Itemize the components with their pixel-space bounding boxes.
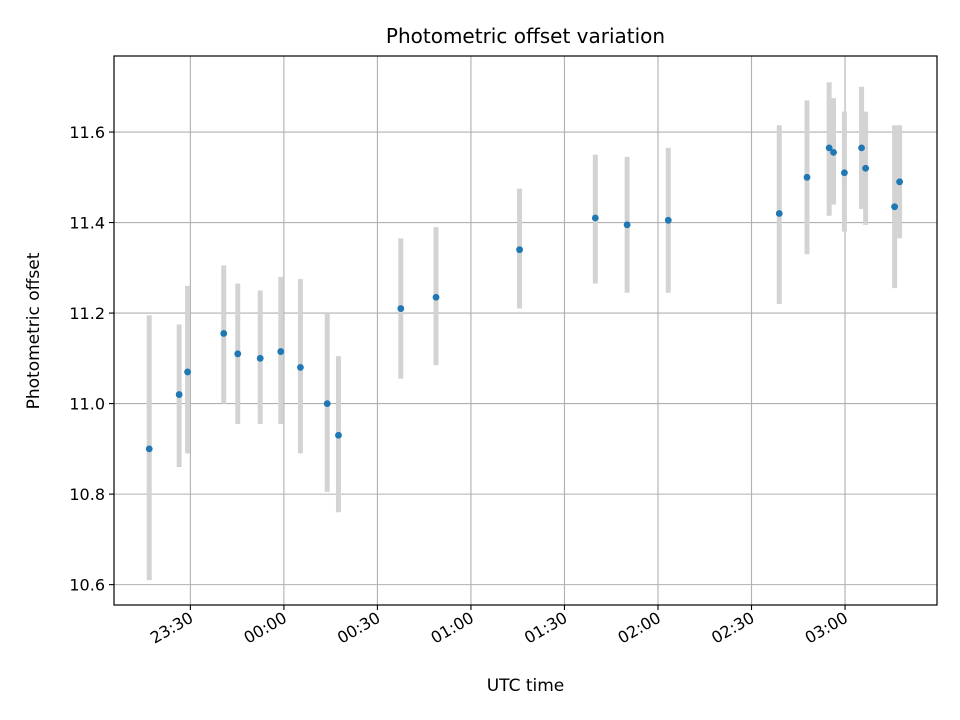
data-point (664, 216, 672, 224)
data-point (256, 354, 264, 362)
data-point (220, 330, 228, 337)
data-point (591, 214, 599, 222)
y-tick-label: 11.4 (69, 214, 105, 233)
data-point (323, 400, 331, 407)
data-point (277, 348, 285, 355)
grid (114, 56, 937, 605)
data-point (297, 363, 304, 371)
y-tick-label: 11.2 (69, 304, 105, 323)
data-point (775, 210, 783, 217)
y-axis-label: Photometric offset (24, 252, 44, 409)
data-point (825, 144, 833, 152)
data-point (335, 431, 342, 439)
data-point (145, 445, 153, 453)
y-tick-label: 11.6 (69, 123, 105, 142)
data-point (184, 368, 191, 376)
data-point (858, 144, 865, 152)
data-point (175, 391, 183, 398)
data-point (234, 350, 242, 358)
data-point (841, 169, 848, 177)
data-point (623, 221, 631, 229)
data-points (145, 144, 903, 453)
data-point (896, 178, 903, 186)
data-point (432, 293, 440, 301)
data-point (397, 305, 405, 312)
data-point (891, 203, 899, 211)
y-tick-label: 10.6 (69, 576, 105, 595)
data-point (803, 173, 811, 181)
data-point (516, 246, 523, 254)
plot-frame (113, 55, 938, 606)
data-point (830, 149, 837, 156)
y-tick-label: 10.8 (69, 485, 105, 504)
x-axis-label: UTC time (487, 676, 565, 696)
y-tick-label: 11.0 (69, 395, 105, 414)
chart-title: Photometric offset variation (386, 24, 665, 48)
data-point (862, 164, 870, 172)
